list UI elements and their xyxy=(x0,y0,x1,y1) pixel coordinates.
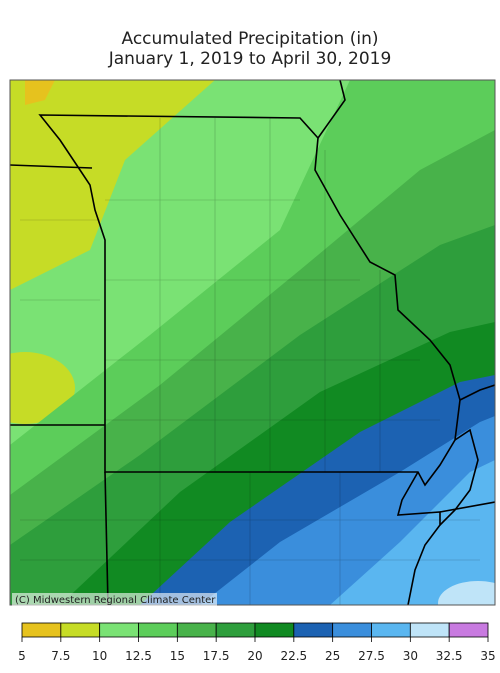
map-title: Accumulated Precipitation (in) xyxy=(121,29,378,49)
legend-tick-label: 30 xyxy=(403,649,418,663)
legend-tick-label: 17.5 xyxy=(203,649,230,663)
legend-swatch xyxy=(215,622,256,638)
legend-tick-label: 20 xyxy=(247,649,262,663)
legend-tick-label: 7.5 xyxy=(51,649,70,663)
legend-swatch xyxy=(332,622,372,638)
legend: 5 7.5 10 12.5 15 17.5 20 22.5 25 27.5 30 32.5 35 xyxy=(18,622,496,663)
legend-tick-label: 27.5 xyxy=(358,649,385,663)
legend-swatch xyxy=(99,622,139,638)
map-subtitle: January 1, 2019 to April 30, 2019 xyxy=(108,49,392,69)
legend-tick-label: 35 xyxy=(480,649,495,663)
map-frame xyxy=(9,79,496,606)
legend-swatch xyxy=(176,622,217,638)
legend-swatch xyxy=(371,622,411,638)
credit-bg xyxy=(12,593,217,606)
legend-swatch xyxy=(409,622,450,638)
legend-swatch xyxy=(138,622,178,638)
band-7-10 xyxy=(10,80,215,290)
legend-swatch xyxy=(254,622,295,638)
legend-swatch xyxy=(448,622,489,638)
legend-tick-label: 15 xyxy=(170,649,185,663)
legend-tick-label: 25 xyxy=(325,649,340,663)
legend-swatch xyxy=(60,622,101,638)
legend-tick-label: 32.5 xyxy=(436,649,463,663)
legend-tick-label: 22.5 xyxy=(280,649,307,663)
legend-tick-label: 5 xyxy=(18,649,26,663)
county-lines xyxy=(20,118,480,605)
legend-tick-label: 12.5 xyxy=(125,649,152,663)
credit: (C) Midwestern Regional Climate Center xyxy=(15,595,216,606)
band-5-7 xyxy=(25,80,55,105)
band-7-10-south xyxy=(10,352,75,424)
legend-swatch xyxy=(21,622,62,638)
band-30-32 xyxy=(438,581,495,605)
precipitation-map xyxy=(10,80,495,605)
legend-swatch xyxy=(293,622,334,638)
band-27-30 xyxy=(330,460,495,605)
legend-tick-label: 10 xyxy=(92,649,107,663)
state-borders xyxy=(10,80,495,605)
